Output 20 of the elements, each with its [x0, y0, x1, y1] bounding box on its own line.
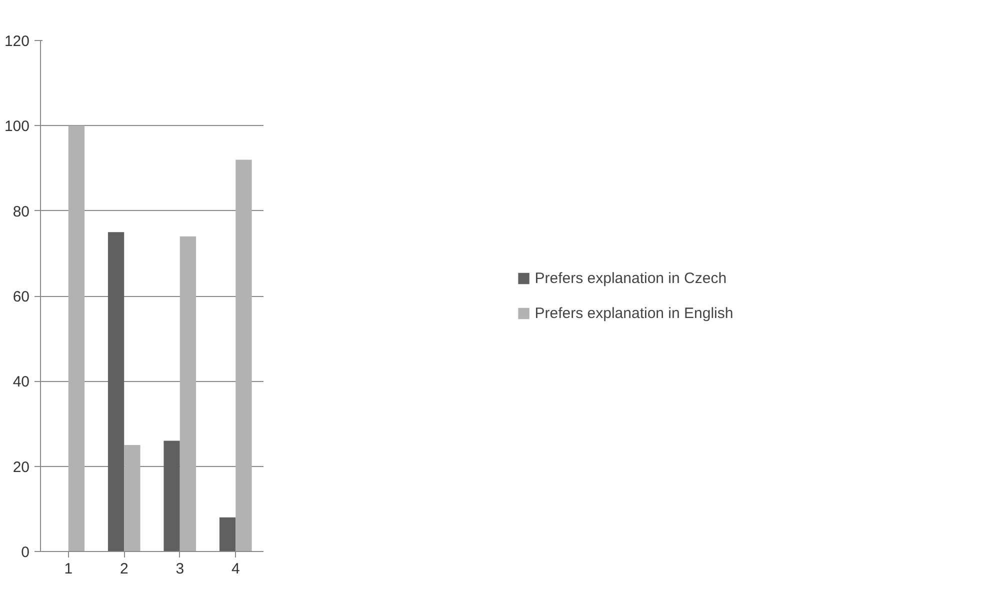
- x-tick-label: 4: [231, 560, 240, 578]
- y-tick-label: 0: [21, 544, 30, 561]
- bar: [219, 517, 236, 552]
- bar: [108, 232, 124, 552]
- y-tick-label: 120: [4, 33, 30, 50]
- x-tick-label: 2: [120, 560, 128, 578]
- legend-label: Prefers explanation in Czech: [534, 270, 727, 286]
- bar: [236, 160, 252, 552]
- bar: [164, 440, 180, 552]
- y-tick-label: 60: [12, 288, 30, 306]
- legend-label: Prefers explanation in English: [534, 304, 734, 322]
- bar: [68, 126, 85, 552]
- bar: [124, 445, 140, 552]
- y-tick-label: 20: [12, 458, 30, 476]
- y-tick-label: 40: [12, 374, 30, 391]
- y-tick-label: 100: [4, 118, 30, 136]
- bar: [180, 236, 196, 552]
- x-tick-label: 3: [176, 560, 184, 578]
- x-tick-label: 1: [64, 560, 73, 578]
- y-tick-label: 80: [12, 203, 30, 220]
